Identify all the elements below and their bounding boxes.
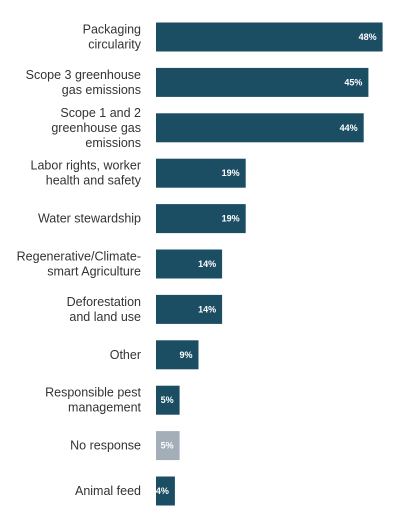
category-label-0: Packaging circularity: [83, 23, 142, 52]
category-label-1: Scope 3 greenhouse gas emissions: [26, 68, 141, 97]
category-label-6: Deforestation and land use: [67, 295, 141, 324]
bar-value-label-3: 19%: [222, 168, 240, 178]
category-label-line: management: [68, 401, 141, 415]
category-label-2: Scope 1 and 2 greenhouse gas emissions: [51, 106, 141, 150]
bar-value-label-5: 14%: [198, 259, 216, 269]
category-label-line: Other: [110, 348, 141, 362]
category-label-line: Packaging: [83, 23, 141, 37]
bar-5: [156, 249, 223, 279]
category-label-7: Other: [110, 348, 141, 362]
category-labels-layer: Packaging circularity Scope 3 greenhouse ga…: [17, 23, 142, 499]
category-label-line: circularity: [88, 38, 142, 52]
category-label-line: greenhouse gas: [51, 121, 141, 135]
category-label-line: gas emissions: [62, 83, 141, 97]
bar-value-label-2: 44%: [340, 123, 358, 133]
category-label-line: Water stewardship: [38, 212, 141, 226]
category-label-line: Scope 3 greenhouse: [26, 68, 141, 82]
category-label-line: Responsible pest: [45, 386, 141, 400]
bar-6: [156, 294, 223, 324]
category-label-3: Labor rights, worker health and safety: [31, 159, 142, 188]
category-label-line: Scope 1 and 2: [60, 106, 141, 120]
category-label-line: Regenerative/Climate-: [17, 250, 141, 264]
bar-7: [156, 340, 199, 370]
bar-10: [156, 476, 175, 506]
category-label-line: No response: [70, 439, 141, 453]
bar-value-label-9: 5%: [161, 441, 174, 451]
bars-layer: 48% 45% 44% 19% 19% 14% 14% 9% 5% 5% 4%: [156, 22, 383, 506]
category-label-line: health and safety: [46, 174, 142, 188]
bar-1: [156, 67, 369, 97]
category-label-line: Deforestation: [67, 295, 141, 309]
category-label-5: Regenerative/Climate-smart Agriculture: [17, 250, 141, 279]
bar-4: [156, 204, 246, 234]
bar-value-label-0: 48%: [359, 32, 377, 42]
bar-8: [156, 385, 180, 415]
bar-value-label-1: 45%: [344, 77, 362, 87]
category-label-line: smart Agriculture: [47, 265, 141, 279]
bar-value-label-6: 14%: [198, 304, 216, 314]
category-label-4: Water stewardship: [38, 212, 141, 226]
category-label-line: Labor rights, worker: [31, 159, 141, 173]
bar-value-label-10: 4%: [156, 486, 169, 496]
bar-3: [156, 158, 246, 188]
bar-value-label-4: 19%: [222, 214, 240, 224]
bar-9: [156, 431, 180, 461]
category-label-line: emissions: [85, 136, 141, 150]
bar-value-label-7: 9%: [179, 350, 192, 360]
category-label-9: No response: [70, 439, 141, 453]
category-label-line: and land use: [69, 310, 141, 324]
bar-value-label-8: 5%: [161, 395, 174, 405]
category-label-8: Responsible pest management: [45, 386, 141, 415]
bar-0: [156, 22, 383, 52]
category-label-line: Animal feed: [75, 484, 141, 498]
bar-2: [156, 113, 364, 143]
category-label-10: Animal feed: [75, 484, 141, 498]
